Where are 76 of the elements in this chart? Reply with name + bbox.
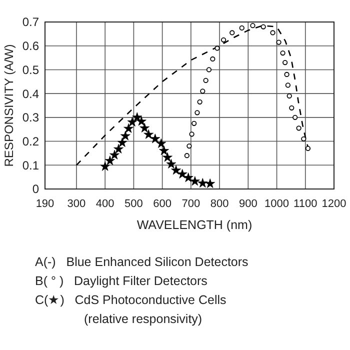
point xyxy=(282,60,288,66)
point xyxy=(120,130,130,140)
point xyxy=(250,23,256,28)
x-tick-label: 300 xyxy=(67,198,86,210)
point xyxy=(171,165,181,175)
point xyxy=(144,129,154,139)
y-tick-label: 0.2 xyxy=(22,134,40,148)
x-tick-label: 400 xyxy=(96,198,114,210)
x-tick-label: 700 xyxy=(182,198,200,210)
point xyxy=(260,24,266,30)
point xyxy=(280,50,286,56)
point xyxy=(210,56,216,62)
point xyxy=(206,67,212,72)
x-tick-label: 1000 xyxy=(264,198,290,210)
y-tick-label: 0 xyxy=(32,182,40,196)
point xyxy=(190,176,200,186)
point xyxy=(186,144,192,149)
point xyxy=(200,88,206,94)
x-tick-label: 190 xyxy=(36,198,54,210)
point xyxy=(296,126,302,131)
point xyxy=(105,156,115,166)
text: B( ° ) Daylight Filter Detectors xyxy=(35,274,208,288)
x-tick-label: 800 xyxy=(210,198,229,210)
x-tick-label: 600 xyxy=(153,198,172,210)
point xyxy=(197,99,202,104)
point xyxy=(198,178,208,188)
y-tick-label: 0.6 xyxy=(22,39,40,54)
point xyxy=(220,37,226,42)
point xyxy=(114,144,124,154)
y-tick-label: 0.4 xyxy=(22,86,40,101)
point xyxy=(166,158,176,168)
point xyxy=(289,105,294,110)
point xyxy=(189,132,194,137)
point xyxy=(270,30,276,36)
text: (relative responsivity) xyxy=(84,312,202,326)
y-tick-label: 0.1 xyxy=(22,158,40,172)
point xyxy=(214,46,220,51)
x-tick-label: 1200 xyxy=(322,198,346,210)
point xyxy=(301,136,306,142)
point xyxy=(192,120,197,126)
point xyxy=(159,146,169,156)
point xyxy=(276,40,282,45)
y-tick-label: 0.3 xyxy=(22,110,40,125)
x-tick-label: 500 xyxy=(124,198,143,210)
point xyxy=(286,93,292,99)
point xyxy=(124,123,134,133)
point xyxy=(205,178,216,188)
point xyxy=(132,112,142,122)
point xyxy=(183,172,194,182)
y-tick-label: 0.7 xyxy=(22,15,40,30)
point xyxy=(184,153,190,158)
y-axis-title: RESPONSIVITY (A/W) xyxy=(2,44,16,167)
point xyxy=(100,161,110,171)
point xyxy=(194,110,200,116)
point xyxy=(292,114,298,120)
point xyxy=(136,116,146,126)
point xyxy=(140,122,150,132)
x-axis-title: WAVELENGTH (nm) xyxy=(136,218,252,232)
point xyxy=(230,30,235,36)
text: A(-) Blue Enhanced Silicon Detectors xyxy=(35,255,248,269)
point xyxy=(284,72,290,78)
point xyxy=(203,78,208,84)
point xyxy=(285,82,290,88)
point xyxy=(117,138,128,147)
point xyxy=(162,152,172,162)
point xyxy=(127,117,138,126)
text: C(★) CdS Photoconductive Cells xyxy=(35,293,226,307)
y-tick-label: 0.5 xyxy=(22,62,40,77)
x-tick-label: 900 xyxy=(238,198,258,210)
point xyxy=(110,150,120,160)
point xyxy=(150,134,160,144)
point xyxy=(156,138,166,148)
point xyxy=(239,25,244,31)
point xyxy=(177,169,188,178)
x-tick-label: 1100 xyxy=(294,198,318,210)
point xyxy=(305,146,311,151)
